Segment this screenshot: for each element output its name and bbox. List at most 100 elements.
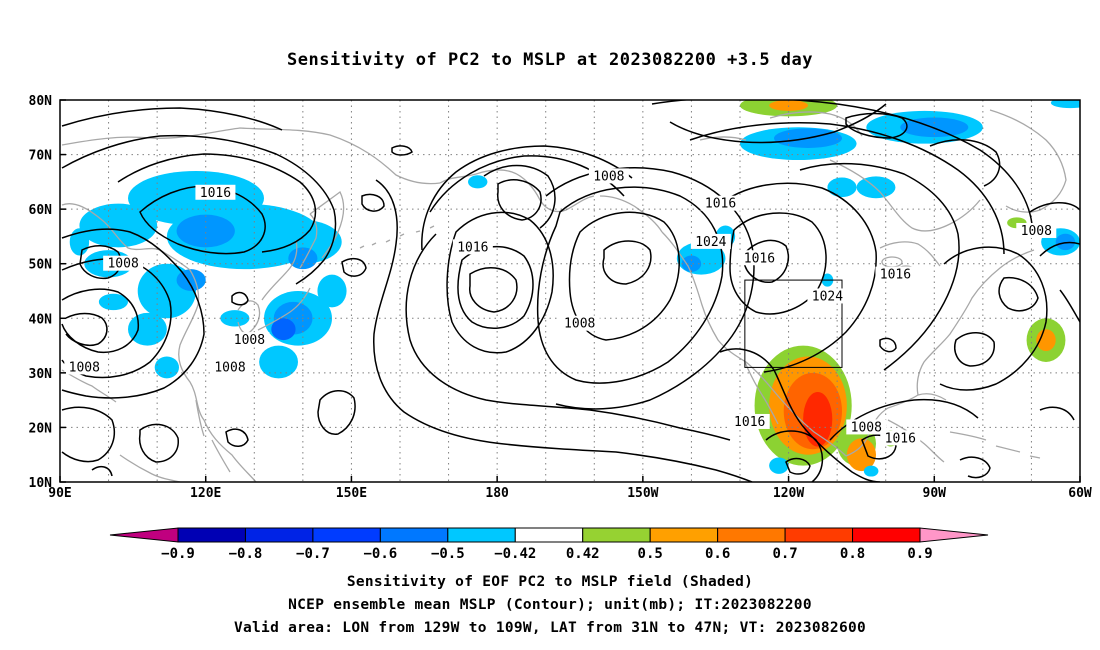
valid-area-box	[744, 279, 843, 368]
colorbar-label: 0.8	[840, 546, 865, 562]
sensitivity-patch	[1095, 340, 1100, 373]
map-axes: 90E 120E 150E 180 150W 120W 90W 60W 10N 20N 30N 40N…	[29, 94, 1092, 501]
contour-label: 1016	[457, 240, 488, 255]
sensitivity-patch	[288, 247, 318, 270]
colorbar: −0.9 −0.8 −0.7 −0.6 −0.5 −0.42 0.42 0.5 0.6 0.7 0.…	[109, 527, 989, 562]
sensitivity-patch	[769, 457, 789, 474]
colorbar-swatch	[582, 527, 651, 543]
contour-label-bg	[880, 430, 921, 446]
lon-tick-label: 60W	[1068, 486, 1092, 501]
lat-tick-label: 50N	[29, 258, 53, 273]
sensitivity-patch	[769, 100, 808, 111]
contour-label-bg	[875, 266, 916, 282]
contour-label-bg	[64, 359, 105, 375]
sensitivity-patch	[176, 214, 235, 248]
lat-tick-label: 30N	[29, 367, 53, 382]
colorbar-swatch	[244, 527, 314, 543]
contour-label: 1008	[851, 420, 882, 435]
contour-label-bg	[103, 255, 144, 271]
lon-tick-label: 120E	[190, 486, 221, 501]
lon-tick-label: 90E	[48, 486, 71, 501]
colorbar-right-arrow	[919, 527, 989, 543]
contour-label-bg	[210, 359, 250, 375]
lat-tick-label: 70N	[29, 149, 53, 164]
sensitivity-patch	[317, 274, 347, 308]
contour-label: 1016	[705, 197, 736, 212]
colorbar-label: 0.7	[772, 546, 797, 562]
lat-tick-label: 40N	[29, 312, 53, 327]
colorbar-swatch	[177, 527, 246, 543]
contour-label: 1016	[885, 431, 916, 446]
contour-label: 1016	[1084, 208, 1100, 223]
caption-line-2: NCEP ensemble mean MSLP (Contour); unit(…	[288, 597, 812, 613]
lat-tick-label: 20N	[29, 421, 53, 436]
colorbar-swatch	[852, 527, 921, 543]
contour-label: 1008	[1021, 224, 1052, 239]
sensitivity-patch	[154, 356, 180, 379]
contour-label: 1008	[214, 360, 245, 375]
contour-label: 1008	[69, 360, 100, 375]
sensitivity-patch	[128, 312, 167, 346]
sensitivity-patch	[681, 255, 702, 272]
contour-label-bg	[1074, 283, 1080, 298]
lon-tick-label: 150W	[627, 486, 658, 501]
colorbar-swatch	[717, 527, 786, 543]
contour-label: 1008	[234, 333, 265, 348]
figure-title: Sensitivity of PC2 to MSLP at 2023082200…	[286, 50, 813, 70]
colorbar-label: −0.6	[364, 546, 398, 562]
contour-label-bg	[700, 195, 741, 211]
contour-label: 1008	[593, 169, 624, 184]
colorbar-label: −0.9	[161, 546, 195, 562]
contour-label: 1024	[695, 235, 726, 250]
sensitivity-patch	[271, 318, 296, 341]
contour-label-bg	[690, 233, 731, 249]
sensitivity-patch	[79, 203, 158, 248]
lon-tick-label: 180	[485, 486, 509, 501]
contour-label-bg	[1079, 206, 1080, 222]
colorbar-label: −0.5	[431, 546, 465, 562]
colorbar-left-arrow	[109, 527, 179, 543]
sensitivity-patch	[98, 293, 128, 311]
colorbar-swatch	[379, 527, 449, 543]
contour-label-bg	[846, 419, 887, 435]
sensitivity-patch	[846, 438, 877, 472]
lon-tick-label: 120W	[773, 486, 804, 501]
colorbar-swatch	[447, 527, 516, 543]
lon-tick-label: 150E	[336, 486, 367, 501]
contour-labels: 1008101610161016102410161024101610081016…	[64, 168, 1100, 446]
colorbar-swatch	[784, 527, 854, 543]
colorbar-swatch	[514, 527, 584, 543]
contour-label: 1024	[812, 289, 843, 304]
lon-tick-label: 90W	[923, 486, 947, 501]
colorbar-label: 0.6	[705, 546, 730, 562]
sensitivity-patch	[863, 465, 879, 477]
mslp-contours	[61, 100, 1080, 482]
contour-label: 1016	[1079, 284, 1100, 299]
sensitivity-patch	[827, 177, 857, 198]
contour-label-bg	[729, 413, 770, 429]
contour-label-bg	[588, 168, 629, 184]
caption-line-3: Valid area: LON from 129W to 109W, LAT f…	[233, 620, 867, 636]
contour-label-bg	[559, 315, 600, 331]
colorbar-label: −0.8	[229, 546, 263, 562]
colorbar-swatch	[312, 527, 381, 543]
contour-label-bg	[229, 332, 270, 348]
lat-tick-label: 60N	[29, 203, 53, 218]
contour-label: 1016	[734, 415, 765, 430]
sensitivity-patch	[1036, 329, 1056, 352]
contour-label-bg	[452, 239, 493, 255]
sensitivity-patch	[264, 220, 342, 264]
contour-label: 1016	[880, 268, 911, 283]
contour-label: 1016	[744, 251, 775, 266]
sensitivity-patch	[220, 310, 250, 327]
sensitivity-patch	[1050, 100, 1080, 109]
lat-tick-label: 10N	[29, 476, 53, 491]
sensitivity-patch	[259, 345, 299, 379]
contour-label: 1016	[200, 186, 231, 201]
colorbar-label: 0.5	[638, 546, 663, 562]
contour-label-bg	[739, 250, 780, 266]
contour-label-bg	[1016, 222, 1057, 238]
lat-tick-label: 80N	[29, 94, 53, 109]
colorbar-label: 0.9	[907, 546, 932, 562]
